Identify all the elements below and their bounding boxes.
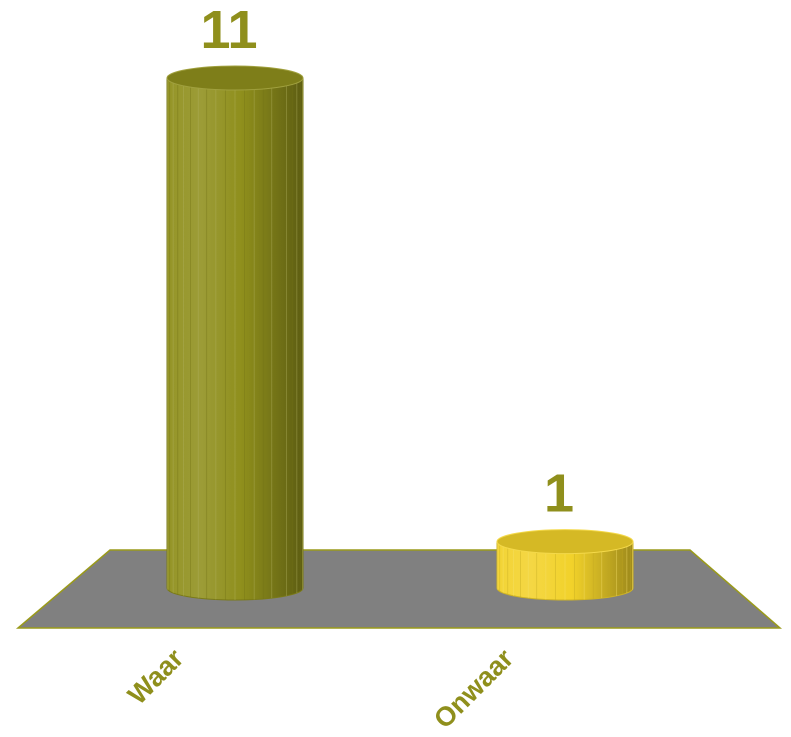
bars-layer <box>166 65 634 601</box>
bar-facets <box>167 79 303 600</box>
bar-onwaar <box>496 529 634 601</box>
tick-label-onwaar: Onwaar <box>428 643 520 732</box>
data-label-waar: 11 <box>200 0 257 60</box>
chart-floor <box>15 549 783 629</box>
data-label-onwaar: 1 <box>544 464 574 524</box>
bar-top <box>166 65 304 91</box>
tick-label-waar: Waar <box>122 643 190 711</box>
bar-top <box>496 529 634 555</box>
bar-facets <box>497 543 633 600</box>
bar-waar <box>166 65 304 601</box>
